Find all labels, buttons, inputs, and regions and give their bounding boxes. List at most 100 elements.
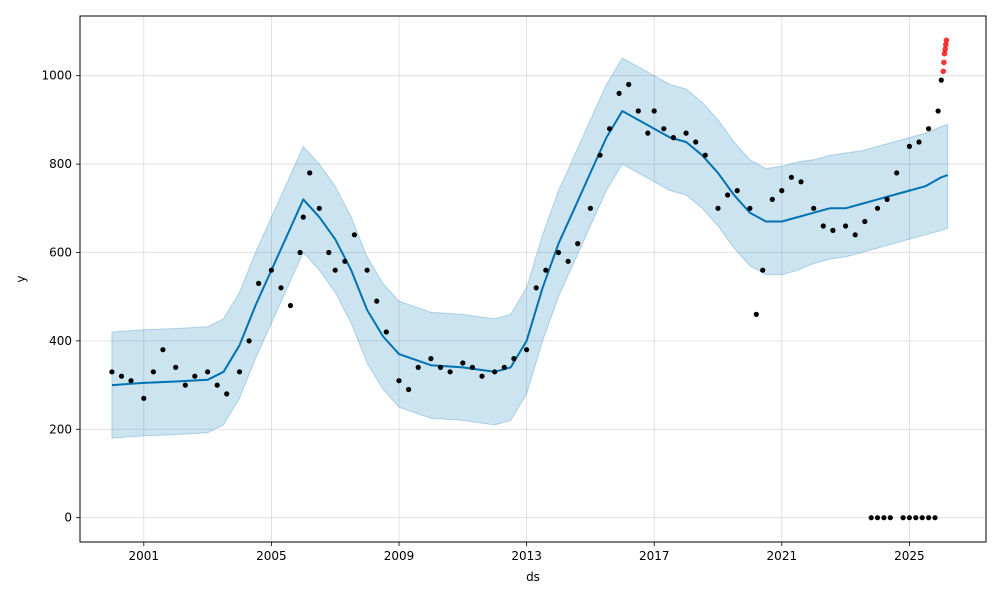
observed-point	[524, 347, 530, 353]
y-axis-title: y	[14, 275, 28, 282]
zero-value-point	[887, 515, 893, 521]
observed-point	[501, 364, 507, 370]
zero-value-point	[932, 515, 938, 521]
outlier-point	[941, 59, 947, 66]
zero-value-point	[913, 515, 919, 521]
observed-point	[287, 302, 294, 309]
zero-value-point	[919, 515, 925, 521]
grid-layer	[80, 16, 986, 542]
y-tick-label: 0	[64, 511, 72, 525]
observed-point	[278, 285, 284, 291]
observed-point	[236, 369, 243, 375]
outlier-point	[940, 68, 947, 75]
observed-point	[661, 126, 667, 132]
observed-point	[753, 311, 759, 317]
observed-point	[492, 369, 498, 375]
y-tick-label: 1000	[41, 69, 72, 83]
observed-point	[651, 108, 657, 114]
observed-point	[160, 347, 166, 353]
observed-point	[351, 232, 357, 238]
observed-point	[693, 139, 699, 145]
y-tick-label: 400	[49, 334, 72, 348]
observed-point	[747, 205, 753, 211]
observed-point	[460, 360, 466, 366]
observed-point	[109, 369, 115, 375]
zero-value-point	[881, 515, 887, 521]
observed-point	[830, 227, 836, 233]
tick-layer: 2001 2005 2009 2013 2017 2021 2025 0 200 400 600 80…	[41, 69, 924, 563]
outlier-point	[941, 50, 948, 57]
observed-point	[820, 223, 826, 229]
observed-point	[811, 205, 817, 211]
uncertainty-interval-band	[111, 57, 949, 439]
observed-point	[428, 356, 434, 362]
x-axis-title: ds	[526, 570, 540, 584]
forecast-line-layer	[111, 110, 949, 387]
observed-point	[874, 205, 881, 211]
zero-value-point	[868, 515, 874, 521]
observed-point	[884, 196, 890, 202]
forecast-line	[111, 110, 949, 387]
observed-point	[396, 378, 402, 384]
observed-point	[852, 232, 858, 238]
observed-point	[788, 174, 795, 180]
x-tick-label: 2017	[639, 549, 670, 563]
observed-point	[173, 364, 179, 370]
outlier-point	[943, 41, 949, 48]
observed-point	[297, 249, 303, 256]
observed-point	[616, 90, 622, 96]
observed-point	[894, 170, 900, 176]
observed-point	[683, 130, 689, 136]
observed-point	[205, 369, 211, 375]
observed-point	[118, 373, 125, 379]
observed-point	[715, 205, 721, 211]
x-tick-label: 2025	[894, 549, 925, 563]
observed-point	[779, 188, 785, 194]
observed-point	[479, 373, 485, 379]
observed-point	[597, 152, 603, 158]
observed-point	[256, 280, 262, 286]
observed-point	[224, 391, 230, 397]
observed-point	[437, 364, 444, 370]
observed-point	[843, 223, 849, 229]
observed-point	[192, 373, 198, 379]
observed-point	[607, 126, 613, 132]
observed-point	[214, 382, 220, 388]
observed-point	[415, 364, 421, 370]
observed-point	[935, 108, 941, 114]
observed-point	[300, 214, 306, 220]
observed-point	[635, 108, 641, 114]
observed-point	[141, 395, 147, 401]
observed-point	[760, 267, 766, 273]
observed-point	[565, 258, 571, 264]
observed-point	[332, 267, 338, 273]
plot-area-frame	[79, 15, 987, 543]
observed-point	[670, 135, 677, 141]
observed-point	[406, 386, 412, 393]
observed-point	[374, 298, 380, 304]
zero-value-point	[874, 515, 881, 521]
observed-point	[645, 130, 651, 136]
outlier-point	[943, 37, 950, 44]
observed-point	[246, 338, 252, 344]
x-tick-label: 2005	[256, 549, 287, 563]
outlier-point	[942, 46, 948, 52]
observed-point	[543, 267, 549, 273]
observed-point	[798, 179, 804, 185]
observed-points-layer	[109, 37, 950, 521]
x-tick-label: 2001	[129, 549, 160, 563]
observed-point	[268, 267, 274, 273]
x-tick-label: 2013	[511, 549, 542, 563]
observed-point	[626, 81, 632, 88]
observed-point	[182, 382, 188, 388]
zero-value-point	[900, 515, 906, 521]
observed-point	[307, 170, 313, 176]
observed-point	[128, 378, 134, 384]
observed-point	[342, 258, 348, 264]
observed-point	[702, 152, 708, 158]
observed-point	[906, 143, 913, 149]
observed-point	[511, 356, 517, 362]
observed-point	[383, 329, 389, 335]
x-tick-label: 2021	[767, 549, 798, 563]
